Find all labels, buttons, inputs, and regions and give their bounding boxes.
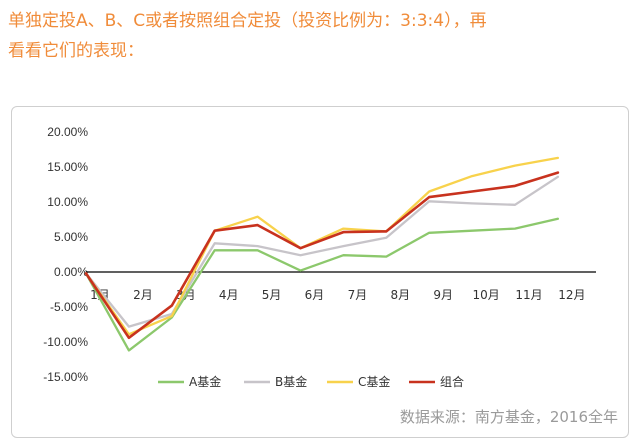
legend-label: C基金 bbox=[358, 374, 390, 389]
y-tick-label: -5.00% bbox=[50, 300, 88, 314]
y-axis-ticks: 20.00% 15.00% 10.00% 5.00% 0.00% -5.00% -10.00… bbox=[43, 125, 88, 384]
x-tick-label: 5月 bbox=[262, 288, 282, 302]
x-axis-ticks: 1月 2月 3月 4月 5月 6月 7月 8月 9月 10月 11月 12月 bbox=[90, 288, 585, 302]
series-line-2 bbox=[84, 156, 560, 336]
legend-label: A基金 bbox=[189, 374, 221, 389]
x-tick-label: 12月 bbox=[558, 288, 585, 302]
y-tick-label: 15.00% bbox=[47, 160, 88, 174]
series-line-0 bbox=[84, 217, 560, 352]
series-line-3 bbox=[84, 171, 560, 340]
y-tick-label: 5.00% bbox=[54, 230, 88, 244]
x-tick-label: 2月 bbox=[133, 288, 153, 302]
y-tick-label: 20.00% bbox=[47, 125, 88, 139]
intro-line-2: 看看它们的表现： bbox=[8, 41, 144, 61]
x-tick-label: 6月 bbox=[305, 288, 325, 302]
y-tick-label: -10.00% bbox=[43, 335, 88, 349]
x-tick-label: 10月 bbox=[472, 288, 499, 302]
x-tick-label: 7月 bbox=[348, 288, 368, 302]
x-tick-label: 4月 bbox=[219, 288, 239, 302]
source-note: 数据来源：南方基金，2016全年 bbox=[399, 408, 618, 426]
series-lines bbox=[84, 156, 560, 352]
x-tick-label: 11月 bbox=[515, 288, 542, 302]
y-tick-label: 0.00% bbox=[54, 265, 88, 279]
x-tick-label: 9月 bbox=[433, 288, 453, 302]
y-tick-label: 10.00% bbox=[47, 195, 88, 209]
series-line-1 bbox=[84, 175, 560, 328]
legend: A基金 B基金 C基金 组合 bbox=[158, 374, 464, 389]
intro-line-1: 单独定投A、B、C或者按照组合定投（投资比例为：3:3:4），再 bbox=[8, 11, 487, 31]
x-tick-label: 8月 bbox=[390, 288, 410, 302]
y-tick-label: -15.00% bbox=[43, 370, 88, 384]
intro-text: 单独定投A、B、C或者按照组合定投（投资比例为：3:3:4），再 看看它们的表现… bbox=[8, 6, 636, 66]
legend-label: B基金 bbox=[275, 374, 307, 389]
legend-label: 组合 bbox=[440, 374, 464, 389]
